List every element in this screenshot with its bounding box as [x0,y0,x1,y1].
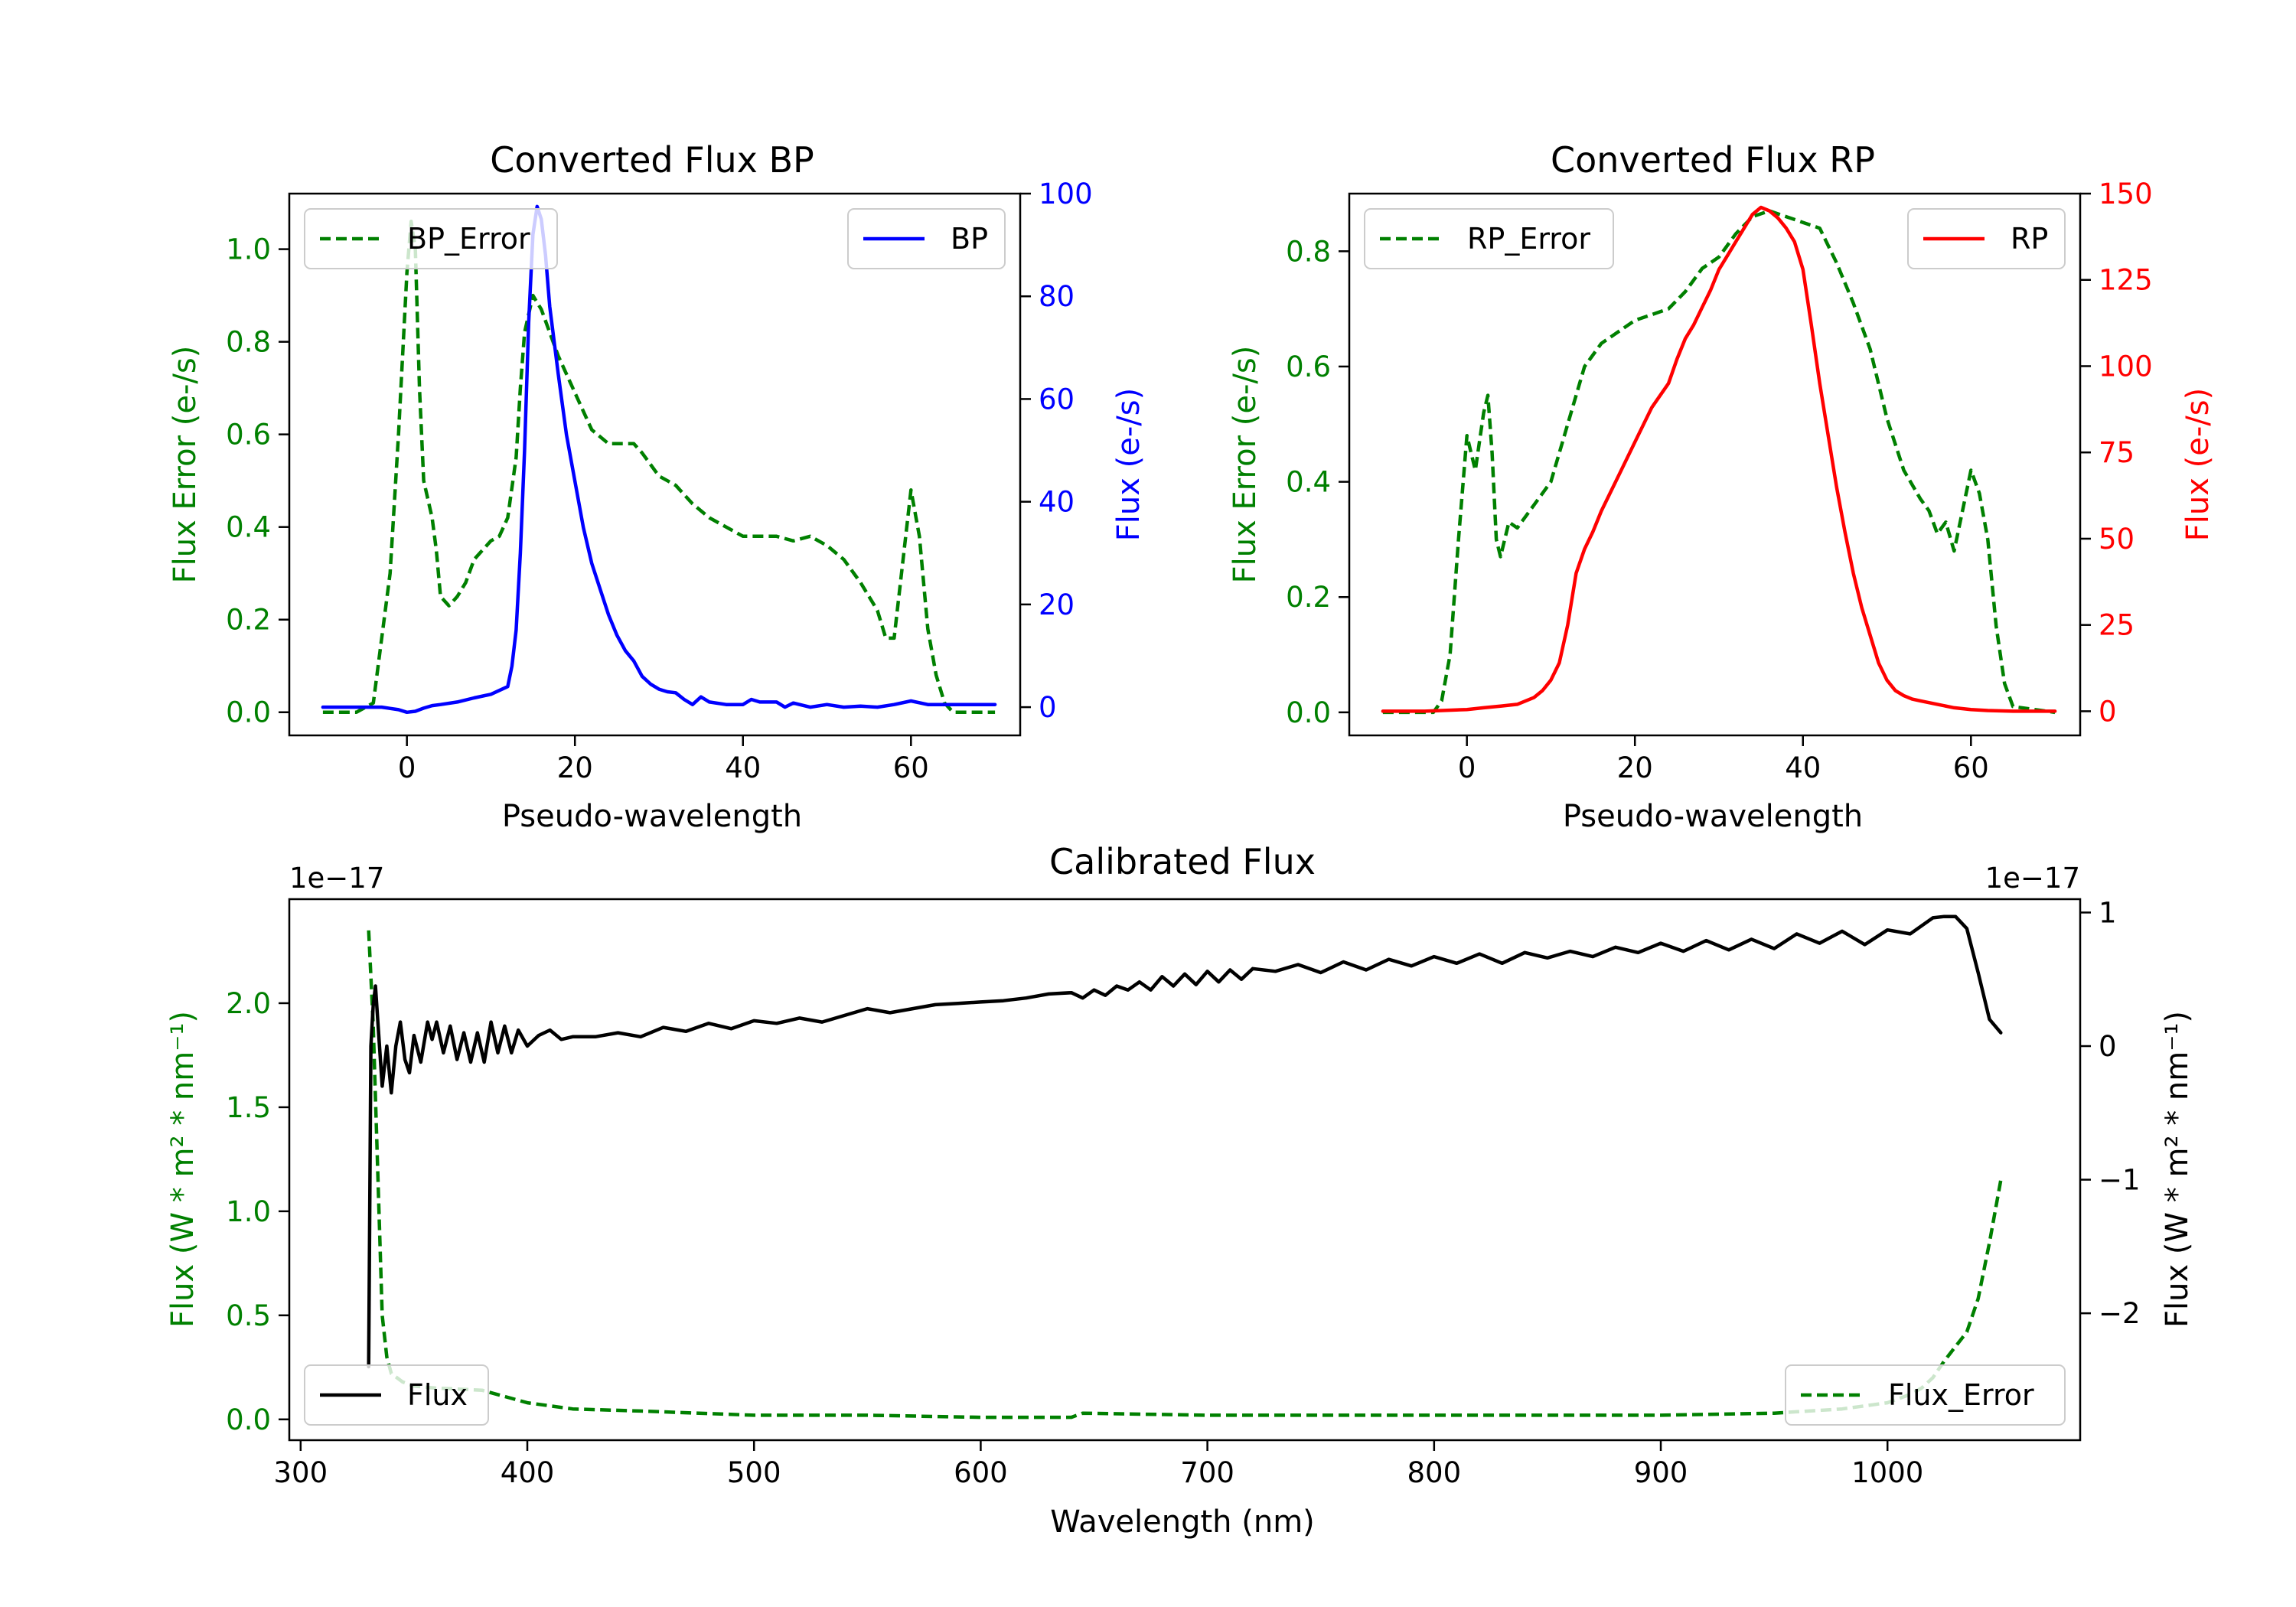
calibrated-right-tick-label: −1 [2099,1164,2141,1197]
rp-x-axis-ticks: 0 20 40 60 [1458,735,1989,784]
calibrated-frame [288,898,2082,1442]
flux-error-legend: Flux_Error [1785,1364,2066,1426]
calibrated-left-axis-label: Flux (W * m² * nm⁻¹) [165,1011,201,1328]
calibrated-right-offset-label: 1e−17 [1985,862,2080,895]
bp-x-tick-label: 40 [725,751,761,784]
rp-series-rp-error [1382,209,2056,715]
bp-legend-label: BP [951,222,988,256]
rp-right-tick-label: 150 [2099,178,2153,210]
bp-right-axis-label: Flux (e-/s) [1111,388,1146,541]
rp-x-tick-label: 0 [1458,751,1476,784]
calibrated-x-tick-label: 900 [1634,1456,1688,1489]
bp-left-tick-label: 0.4 [226,511,271,544]
rp-left-tick-label: 0.2 [1286,581,1331,614]
calibrated-left-axis-ticks: 0.0 0.5 1.0 1.5 2.0 [226,987,289,1436]
calibrated-series-flux [367,914,2003,1369]
calibrated-left-tick-label: 2.0 [226,987,271,1020]
rp-title: Converted Flux RP [1551,139,1875,181]
rp-x-tick-label: 40 [1785,751,1821,784]
bp-right-axis-ticks: 0 20 40 60 80 100 [1020,178,1093,724]
calibrated-x-tick-label: 600 [954,1456,1008,1489]
rp-right-axis-ticks: 0 25 50 75 100 125 150 [2080,178,2153,728]
bp-right-tick-label: 20 [1039,588,1075,621]
bp-left-tick-label: 0.6 [226,419,271,451]
calibrated-x-axis-ticks: 300 400 500 600 700 800 900 1000 [273,1440,1923,1489]
calibrated-x-axis-label: Wavelength (nm) [1050,1504,1315,1540]
calibrated-left-tick-label: 0.0 [226,1403,271,1436]
bp-right-tick-label: 0 [1039,691,1057,724]
bp-plot-area [321,204,997,715]
flux-error-legend-label: Flux_Error [1888,1378,2034,1412]
rp-left-axis-label: Flux Error (e-/s) [1228,346,1263,584]
rp-right-tick-label: 125 [2099,264,2153,297]
calibrated-x-tick-label: 1000 [1851,1456,1923,1489]
flux-legend-label: Flux [407,1378,468,1412]
rp-panel: Converted Flux RP 0 20 40 60 0.00.20.40.60.… [1228,139,2216,834]
calibrated-x-tick-label: 300 [273,1456,328,1489]
calibrated-right-tick-label: 0 [2099,1030,2117,1063]
bp-series-bp-error [322,220,996,714]
calibrated-right-tick-label: 1 [2099,896,2117,929]
rp-x-tick-label: 20 [1617,751,1653,784]
rp-right-tick-label: 75 [2099,436,2135,469]
rp-legend: RP [1907,208,2066,269]
calibrated-x-tick-label: 500 [727,1456,781,1489]
calibrated-x-tick-label: 800 [1407,1456,1462,1489]
calibrated-left-tick-label: 1.0 [226,1195,271,1228]
calibrated-title: Calibrated Flux [1049,841,1316,882]
bp-right-tick-label: 40 [1039,486,1075,519]
bp-left-tick-label: 1.0 [226,233,271,266]
calibrated-left-tick-label: 1.5 [226,1091,271,1124]
rp-right-tick-label: 100 [2099,350,2153,383]
bp-x-tick-label: 0 [398,751,416,784]
bp-x-axis-ticks: 0 20 40 60 [398,735,929,784]
bp-right-tick-label: 100 [1039,178,1093,210]
rp-plot-area [1381,205,2057,715]
bp-series-bp [321,204,997,715]
bp-right-tick-label: 80 [1039,280,1075,313]
rp-left-axis-ticks: 0.0 0.2 0.4 0.6 0.8 [1286,235,1349,729]
rp-left-tick-label: 0.4 [1286,466,1331,499]
bp-frame [288,192,1022,737]
calibrated-right-axis-ticks: 1 0 −1 −2 [2080,896,2141,1330]
bp-left-tick-label: 0.2 [226,604,271,637]
rp-left-tick-label: 0.8 [1286,235,1331,268]
calibrated-right-axis-label: Flux (W * m² * nm⁻¹) [2160,1011,2195,1328]
rp-right-tick-label: 25 [2099,609,2135,642]
rp-frame [1348,192,2082,737]
rp-error-legend-label: RP_Error [1467,222,1590,256]
bp-right-tick-label: 60 [1039,383,1075,416]
bp-panel: Converted Flux BP 0 20 40 60 0.00.20.40.60.… [168,139,1146,834]
calibrated-right-tick-label: −2 [2099,1297,2141,1330]
bp-x-axis-label: Pseudo-wavelength [502,799,802,834]
calibrated-left-offset-label: 1e−17 [289,862,384,895]
rp-right-tick-label: 0 [2099,695,2117,728]
flux-legend: Flux [304,1364,489,1426]
rp-x-tick-label: 60 [1953,751,1989,784]
bp-error-legend: BP_Error [304,208,558,269]
bp-error-legend-label: BP_Error [407,222,530,256]
calibrated-panel: Calibrated Flux 1e−17 1e−17 300 400 500 600… [165,841,2195,1540]
bp-title: Converted Flux BP [490,139,814,181]
bp-left-tick-label: 0.0 [226,696,271,729]
rp-legend-label: RP [2011,222,2048,256]
calibrated-left-tick-label: 0.5 [226,1299,271,1332]
bp-left-axis-label: Flux Error (e-/s) [168,346,203,584]
bp-x-tick-label: 20 [557,751,593,784]
rp-x-axis-label: Pseudo-wavelength [1563,799,1863,834]
rp-right-tick-label: 50 [2099,523,2135,556]
bp-left-axis-ticks: 0.0 0.2 0.4 0.6 0.8 1.0 [226,233,289,729]
bp-legend: BP [847,208,1006,269]
rp-error-legend: RP_Error [1364,208,1614,269]
calibrated-x-tick-label: 400 [501,1456,555,1489]
rp-left-tick-label: 0.0 [1286,696,1331,729]
calibrated-x-tick-label: 700 [1180,1456,1234,1489]
rp-right-axis-label: Flux (e-/s) [2180,388,2216,541]
bp-x-tick-label: 60 [893,751,929,784]
rp-left-tick-label: 0.6 [1286,350,1331,383]
rp-series-rp [1381,205,2057,713]
bp-left-tick-label: 0.8 [226,326,271,359]
